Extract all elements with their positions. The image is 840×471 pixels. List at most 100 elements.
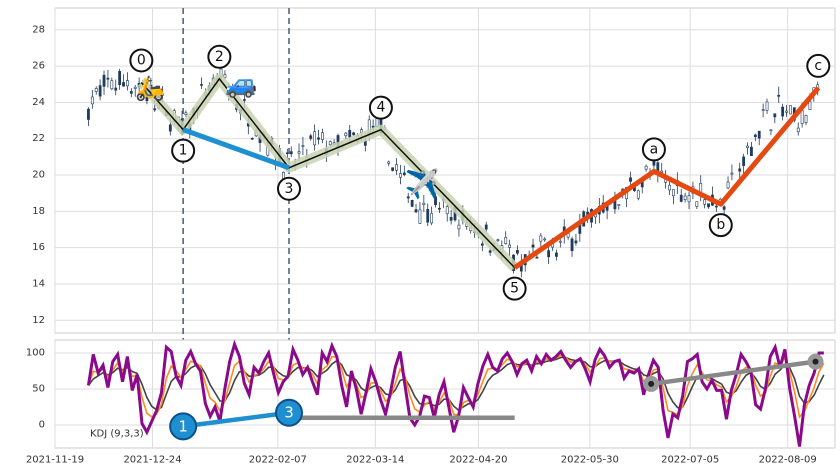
- x-tick-label: 2022-02-07: [249, 455, 307, 466]
- candle-body: [223, 74, 227, 78]
- candle-body: [90, 96, 94, 105]
- x-axis: 2021-11-19 2021-12-24 2022-02-07 2022-03-14…: [26, 455, 817, 466]
- candle-body: [352, 132, 356, 136]
- candle-body: [328, 141, 332, 146]
- candle-body: [250, 137, 254, 140]
- candle-body: [87, 108, 90, 120]
- kdj-gray-point-dot-1: [812, 358, 819, 365]
- candle-body: [414, 209, 418, 213]
- candle-body: [617, 204, 621, 206]
- candle-body: [796, 127, 800, 133]
- wave-point-1-label: 1: [179, 143, 188, 159]
- kdj-trend-line-2: [650, 359, 816, 387]
- candle-body: [129, 91, 133, 94]
- candle-body: [757, 130, 761, 139]
- candle-body: [773, 113, 777, 118]
- candle-body: [309, 135, 313, 139]
- candle-body: [106, 77, 110, 80]
- impulse-line: [140, 77, 516, 269]
- candle-body: [535, 256, 539, 259]
- candle-body: [98, 85, 102, 97]
- kdj-y-tick-label: 100: [26, 347, 45, 358]
- candle-body: [543, 238, 547, 241]
- candle-body: [438, 207, 441, 210]
- x-tick-label: 2021-12-24: [123, 455, 181, 466]
- candle-body: [484, 224, 488, 230]
- candle-body: [371, 125, 375, 128]
- candle-body: [102, 74, 106, 87]
- candle-body: [683, 195, 687, 200]
- candle-body: [765, 101, 769, 111]
- candle-body: [547, 250, 551, 258]
- x-tick-label: 2022-04-20: [449, 455, 507, 466]
- candle-body: [808, 101, 812, 110]
- candle-body: [395, 164, 398, 171]
- y-tick-label: 24: [32, 97, 45, 108]
- y-tick-label: 28: [32, 24, 45, 35]
- wave-point-4-marker: [368, 95, 393, 120]
- connector-1-3: [182, 127, 290, 171]
- candle-body: [445, 206, 449, 214]
- candle-body: [726, 181, 730, 189]
- candle-body: [457, 224, 461, 230]
- candle-body: [110, 80, 114, 90]
- candle-body: [434, 196, 437, 206]
- candle-body: [703, 199, 707, 205]
- wave-point-0-label: 0: [137, 52, 146, 68]
- candle-body: [297, 151, 301, 154]
- kdj-panel: 0 50 100 1 3 KDJ (9,3,3): [26, 339, 836, 449]
- price-panel-frame: [54, 7, 836, 334]
- candle-body: [730, 172, 734, 175]
- candle-body: [769, 129, 773, 132]
- wave-point-a-marker: [641, 137, 666, 162]
- candle-body: [200, 84, 203, 86]
- candle-body: [722, 206, 726, 210]
- kdj-signal-label-1: 1: [178, 417, 188, 435]
- wave-point-b-label: b: [716, 217, 725, 233]
- candle-body: [714, 205, 718, 208]
- candle-body: [574, 240, 578, 244]
- y-tick-label: 18: [32, 206, 45, 217]
- candle-body: [243, 99, 246, 101]
- wave-point-b-marker: [708, 213, 733, 238]
- wave-point-c-marker: [806, 53, 831, 78]
- candle-body: [426, 209, 430, 223]
- candle-body: [781, 106, 785, 117]
- candle-body: [391, 167, 395, 171]
- wave-point-c-label: c: [814, 58, 822, 74]
- candle-body: [753, 134, 757, 138]
- candle-body: [126, 80, 129, 87]
- airplane-icon: ✈️: [404, 167, 439, 201]
- candle-body: [672, 189, 675, 197]
- candle-body: [644, 165, 648, 170]
- candle-body: [508, 244, 512, 248]
- wave-point-a-label: a: [650, 141, 659, 157]
- candle-body: [430, 213, 434, 224]
- y-tick-label: 16: [32, 242, 45, 253]
- candle-body: [558, 240, 562, 243]
- candle-body: [348, 130, 352, 138]
- candle-body: [516, 250, 519, 254]
- kdj-signal-point-3: [275, 398, 303, 427]
- candle-body: [410, 200, 414, 207]
- x-tick-label: 2022-05-30: [561, 455, 619, 466]
- wave-point-1-marker: [171, 138, 196, 163]
- corrective-line: [513, 86, 821, 270]
- candle-body: [742, 156, 746, 166]
- kdj-title: KDJ (9,3,3): [90, 429, 144, 440]
- candle-body: [761, 109, 765, 111]
- candle-body: [133, 86, 137, 89]
- candle-body: [800, 110, 804, 124]
- wave-point-5-marker: [502, 276, 527, 301]
- candle-body: [539, 235, 543, 242]
- candle-body: [422, 202, 426, 205]
- x-tick-label: 2022-07-05: [661, 455, 719, 466]
- candle-body: [679, 194, 683, 202]
- candle-body: [387, 161, 391, 164]
- candle-body: [399, 173, 402, 178]
- candle-body: [496, 239, 500, 242]
- candle-body: [406, 196, 410, 199]
- candle-body: [570, 238, 574, 252]
- scooter-icon: 🛵: [135, 74, 165, 102]
